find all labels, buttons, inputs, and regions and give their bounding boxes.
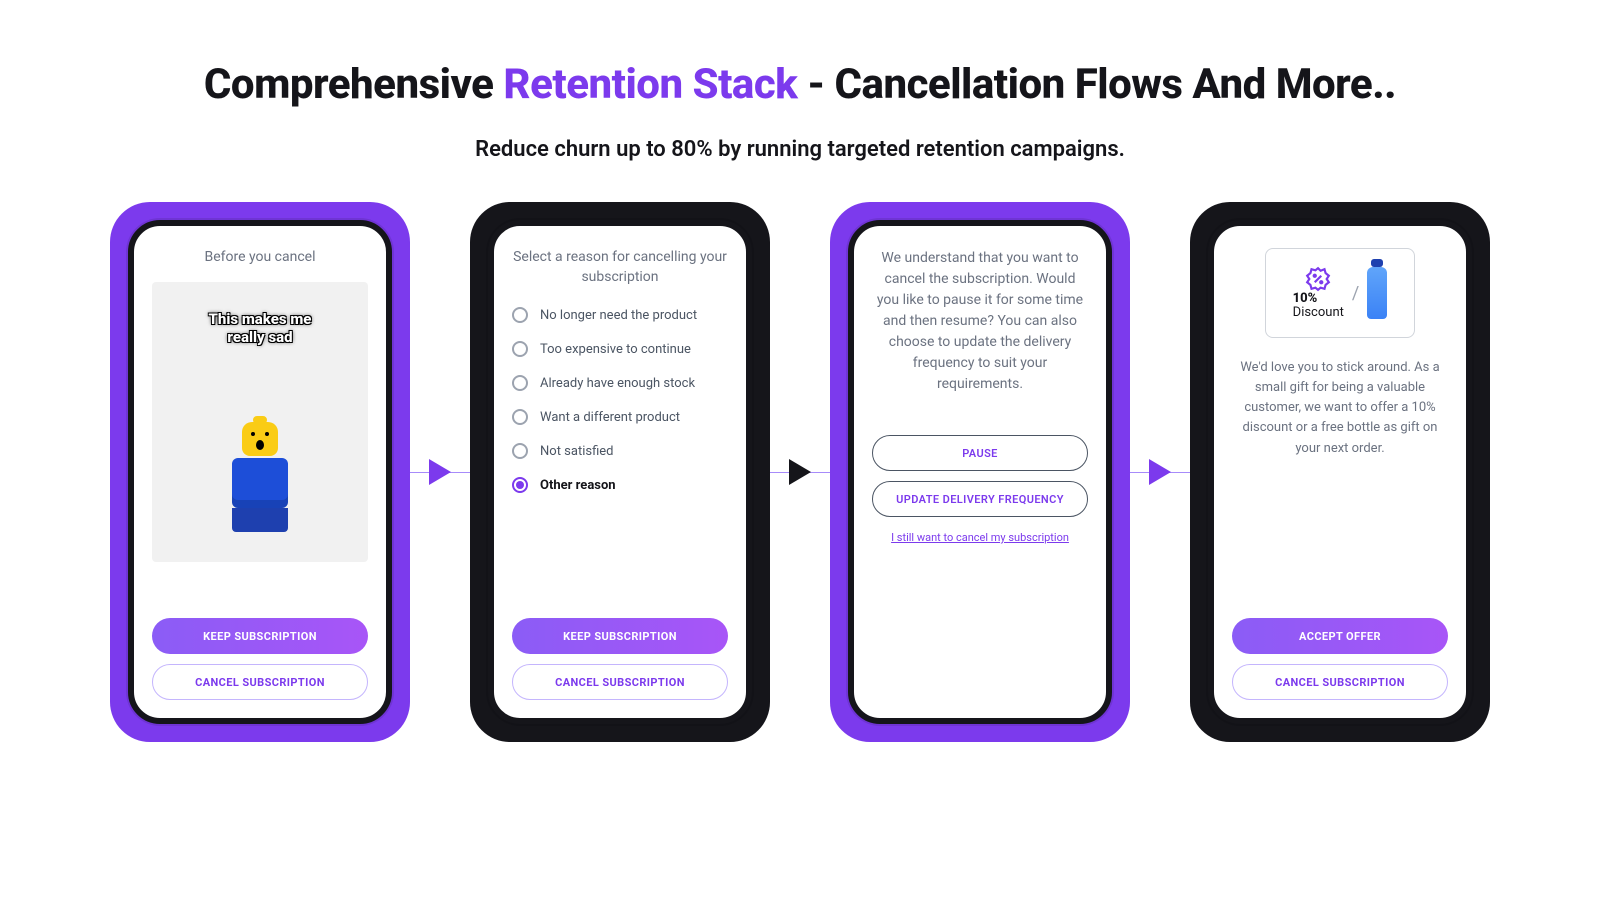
cancellation-flow: Before you cancel This makes me really s…: [80, 202, 1520, 742]
radio-label: Want a different product: [540, 410, 680, 425]
arrow-right-icon: [789, 459, 811, 485]
flow-card-4: 10% Discount / We'd love you to stick ar…: [1190, 202, 1490, 742]
radio-icon: [512, 443, 528, 459]
cancel-subscription-button[interactable]: CANCEL SUBSCRIPTION: [152, 664, 368, 700]
radio-label: Already have enough stock: [540, 376, 695, 391]
subheadline: Reduce churn up to 80% by running target…: [80, 137, 1520, 162]
cancel-reason-radios: No longer need the product Too expensive…: [512, 307, 728, 493]
flow-arrow-1: [410, 459, 470, 485]
radio-icon: [512, 409, 528, 425]
discount-value: 10%: [1293, 291, 1318, 306]
radio-label: No longer need the product: [540, 308, 697, 323]
flow-card-2: Select a reason for cancelling your subs…: [470, 202, 770, 742]
phone-mockup-2: Select a reason for cancelling your subs…: [488, 220, 752, 724]
radio-icon: [512, 341, 528, 357]
radio-icon: [512, 375, 528, 391]
radio-label: Too expensive to continue: [540, 342, 691, 357]
radio-option-selected[interactable]: Other reason: [512, 477, 728, 493]
flow-card-3: We understand that you want to cancel th…: [830, 202, 1130, 742]
cancel-subscription-button[interactable]: CANCEL SUBSCRIPTION: [512, 664, 728, 700]
phone-mockup-4: 10% Discount / We'd love you to stick ar…: [1208, 220, 1472, 724]
radio-option[interactable]: Too expensive to continue: [512, 341, 728, 357]
cancel-subscription-button[interactable]: CANCEL SUBSCRIPTION: [1232, 664, 1448, 700]
radio-option[interactable]: No longer need the product: [512, 307, 728, 323]
screen4-copy: We'd love you to stick around. As a smal…: [1232, 358, 1448, 459]
pause-button[interactable]: PAUSE: [872, 435, 1088, 471]
keep-subscription-button[interactable]: KEEP SUBSCRIPTION: [152, 618, 368, 654]
accept-offer-button[interactable]: ACCEPT OFFER: [1232, 618, 1448, 654]
phone-mockup-3: We understand that you want to cancel th…: [848, 220, 1112, 724]
flow-arrow-2: [770, 459, 830, 485]
meme-line2: really sad: [227, 328, 292, 346]
phone-mockup-1: Before you cancel This makes me really s…: [128, 220, 392, 724]
discount-label: Discount: [1293, 305, 1344, 320]
radio-label: Other reason: [540, 478, 616, 493]
discount-text: 10% Discount: [1293, 292, 1344, 321]
headline: Comprehensive Retention Stack - Cancella…: [80, 60, 1520, 109]
screen2-title: Select a reason for cancelling your subs…: [512, 248, 728, 287]
headline-part1: Comprehensive: [204, 60, 504, 109]
discount-badge-icon: [1305, 266, 1331, 292]
separator-slash: /: [1352, 283, 1359, 304]
flow-card-1: Before you cancel This makes me really s…: [110, 202, 410, 742]
still-cancel-link[interactable]: I still want to cancel my subscription: [872, 531, 1088, 544]
meme-text: This makes me really sad: [209, 310, 312, 348]
lego-figure-icon: [232, 422, 288, 532]
meme-image: This makes me really sad: [152, 282, 368, 562]
radio-icon: [512, 477, 528, 493]
headline-accent: Retention Stack: [503, 60, 797, 109]
arrow-right-icon: [1149, 459, 1171, 485]
meme-line1: This makes me: [209, 310, 312, 328]
flow-arrow-3: [1130, 459, 1190, 485]
bottle-icon: [1367, 267, 1387, 319]
offer-card: 10% Discount /: [1265, 248, 1415, 338]
radio-option[interactable]: Already have enough stock: [512, 375, 728, 391]
arrow-right-icon: [429, 459, 451, 485]
update-frequency-button[interactable]: UPDATE DELIVERY FREQUENCY: [872, 481, 1088, 517]
screen3-copy: We understand that you want to cancel th…: [872, 248, 1088, 395]
headline-part2: - Cancellation Flows And More..: [797, 60, 1396, 109]
keep-subscription-button[interactable]: KEEP SUBSCRIPTION: [512, 618, 728, 654]
radio-icon: [512, 307, 528, 323]
screen1-title: Before you cancel: [152, 248, 368, 268]
radio-option[interactable]: Want a different product: [512, 409, 728, 425]
radio-label: Not satisfied: [540, 444, 614, 459]
radio-option[interactable]: Not satisfied: [512, 443, 728, 459]
